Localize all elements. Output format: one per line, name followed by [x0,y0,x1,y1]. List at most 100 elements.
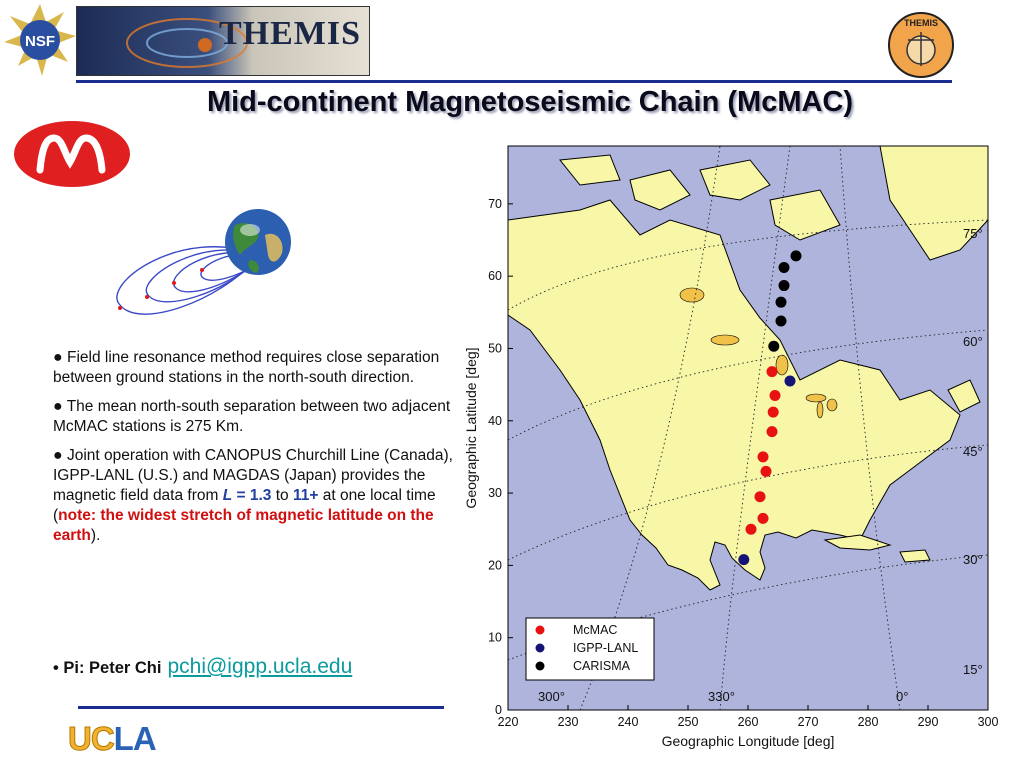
legend-box [525,617,655,681]
lake-winnipeg [775,354,789,376]
mag-label-300: 300° [538,689,565,704]
bullet-3-mid: at one local time ( [53,487,436,524]
arctic-island-2 [699,159,771,201]
bullet-1: ● Field line resonance method requires c… [53,348,463,388]
l-lower-value: = 1.3 [232,487,272,504]
great-bear-lake [679,287,705,303]
legend-igpp-label: IGPP-LANL [573,641,638,655]
hispaniola [899,549,931,563]
greenland [879,145,989,261]
nsf-logo: NSF [4,4,76,76]
ucla-logo-uc: UC [68,720,116,758]
mag-label-60: 60° [963,334,983,349]
mag-label-30: 30° [963,552,983,567]
x-tick-label: 300 [978,715,999,729]
pi-email-link[interactable]: pchi@igpp.ucla.edu [167,655,353,678]
m-logo [14,121,130,187]
y-tick-label: 70 [488,197,502,211]
bullet-marker: ● [53,447,63,464]
themis-banner-title: THEMIS [218,15,361,52]
l-symbol: L [222,487,233,504]
north-america-land [507,199,961,591]
x-axis-label: Geographic Longitude [deg] [662,733,835,749]
y-tick-label: 60 [488,269,502,283]
highlight-note: note: the widest stretch of magnetic lat… [53,507,434,544]
legend-carisma-label: CARISMA [573,659,631,673]
mag-label-75: 75° [963,226,983,241]
x-tick-label: 230 [558,715,579,729]
great-slave-lake [710,334,740,346]
bullet-2-text: The mean north-south separation between … [53,398,451,435]
y-tick-label: 0 [495,703,502,717]
station-carisma-marker [790,250,802,262]
lake-huron [826,398,838,412]
magnetic-grid [507,145,989,711]
station-mcmac-marker [766,426,778,438]
y-axis-label: Geographic Latitude [deg] [463,347,479,508]
bullet-2: ● The mean north-south separation betwee… [53,397,463,437]
station-igpp-lanl-marker [784,375,796,387]
station-mcmac-marker [754,491,766,503]
x-tick-label: 250 [678,715,699,729]
nsf-text: NSF [25,33,55,50]
station-mcmac-marker [745,523,757,535]
station-mcmac-marker [769,389,781,401]
y-tick-label: 50 [488,341,502,355]
station-igpp-lanl-marker [738,554,750,566]
range-to: to [271,487,293,504]
station-mcmac-marker [757,451,769,463]
field-line-illustration [116,209,291,315]
y-tick-label: 10 [488,631,502,645]
y-tick-label: 30 [488,486,502,500]
cuba [823,534,892,551]
arctic-island-1 [629,169,691,211]
ucla-logo-la: LA [113,720,157,757]
mag-label-330: 330° [708,689,735,704]
mag-label-45: 45° [963,444,983,459]
station-mcmac-marker [760,465,772,477]
bullet-3-end: ). [90,527,101,544]
station-carisma-marker [778,261,790,273]
lakes [679,287,838,419]
bullet-marker: ● [53,398,63,415]
land-masses [507,145,989,591]
bullet-marker: ● [53,349,63,366]
legend-mcmac-marker [535,625,545,635]
x-tick-label: 280 [858,715,879,729]
legend-mcmac-label: McMAC [573,623,617,637]
slide-title: Mid-continent Magnetoseismic Chain (McMA… [206,86,854,118]
mag-label-15: 15° [963,662,983,677]
station-mcmac-marker [767,406,779,418]
bullet-1-text: Field line resonance method requires clo… [53,349,440,386]
bullet-list: ● Field line resonance method requires c… [53,348,463,555]
themis-banner: THEMIS [76,6,370,76]
station-mcmac-marker [766,366,778,378]
y-tick-label: 40 [488,414,502,428]
bullet-3: ● Joint operation with CANOPUS Churchill… [53,446,463,546]
arctic-island-4 [559,154,621,186]
lake-michigan [816,401,824,419]
ucla-logo: UCLA [68,720,157,758]
legend-igpp-marker [535,643,545,653]
mag-label-0: 0° [896,689,908,704]
station-carisma-marker [768,340,780,352]
axis-ticks: 220 230 240 250 260 270 280 290 300 0 10 20 30 40 50 60… [488,197,998,729]
station-carisma-marker [775,296,787,308]
x-tick-label: 290 [918,715,939,729]
y-tick-label: 20 [488,558,502,572]
x-tick-label: 270 [798,715,819,729]
legend-carisma-marker [535,661,545,671]
x-tick-label: 240 [618,715,639,729]
newfoundland [947,379,981,413]
map-legend: McMAC IGPP-LANL CARISMA [525,617,655,681]
bullet-3-text: Joint operation with CANOPUS Churchill L… [53,447,453,504]
station-map: 75° 60° 45° 30° 15° 0° 300° 330° 220 230 2… [463,145,998,749]
lake-superior [805,393,827,403]
x-tick-label: 220 [498,715,519,729]
station-carisma-marker [778,280,790,292]
arctic-island-3 [769,189,841,241]
l-upper-value: 11+ [292,487,319,504]
themis-badge-logo: THEMIS [888,12,954,78]
badge-text: THEMIS [904,18,938,28]
pi-label: • Pi: Peter Chi [53,659,162,677]
